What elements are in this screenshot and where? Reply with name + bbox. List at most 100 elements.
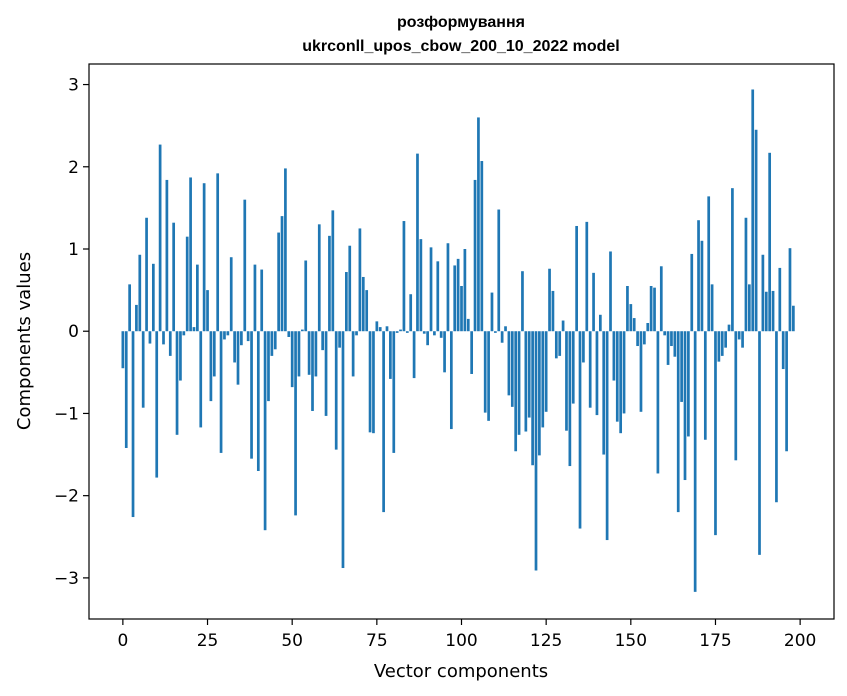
bar <box>788 248 792 332</box>
y-tick-label: 1 <box>68 240 79 260</box>
bar <box>720 331 724 356</box>
bar <box>229 257 233 332</box>
x-tick-label: 100 <box>445 631 477 651</box>
x-tick-label: 75 <box>366 631 388 651</box>
bar <box>504 326 507 332</box>
bar <box>609 251 612 332</box>
bar <box>324 331 328 416</box>
bar <box>483 331 487 413</box>
chart-title: розформування <box>397 14 525 31</box>
bar <box>314 331 318 377</box>
bar <box>365 290 369 332</box>
bar <box>510 331 514 407</box>
bar <box>480 161 484 332</box>
x-tick-label: 200 <box>784 631 816 651</box>
bar <box>389 331 392 379</box>
bar <box>273 331 277 350</box>
bar <box>497 209 501 332</box>
bar <box>412 331 416 379</box>
bar <box>724 331 727 348</box>
y-axis-ticks: −3 −2 −1 0 1 2 3 <box>54 76 89 589</box>
bar <box>494 331 497 333</box>
bar <box>639 331 643 412</box>
x-tick-label: 25 <box>197 631 219 651</box>
bar <box>734 331 738 461</box>
bar <box>287 331 291 337</box>
bar <box>290 331 294 388</box>
bar <box>196 264 199 332</box>
bar <box>368 331 372 433</box>
bar <box>517 331 521 435</box>
bar <box>622 331 626 414</box>
bar <box>351 331 355 377</box>
bar <box>632 318 636 332</box>
bar <box>792 305 795 332</box>
bar <box>233 331 236 363</box>
bar <box>361 276 365 332</box>
bar <box>422 331 426 334</box>
bar <box>375 321 379 332</box>
bar <box>595 331 599 416</box>
x-axis-ticks: 0 25 50 75 100 125 150 175 200 <box>117 619 816 651</box>
bar <box>663 331 667 336</box>
bar <box>202 183 206 332</box>
bar <box>392 331 396 453</box>
bar <box>128 284 131 332</box>
bar <box>256 331 260 471</box>
bar <box>307 331 311 375</box>
bar <box>209 331 213 402</box>
bar <box>436 261 440 332</box>
bar <box>524 331 528 432</box>
bar <box>538 331 541 456</box>
bar <box>683 331 687 481</box>
bar <box>382 331 385 513</box>
x-tick-label: 150 <box>615 631 647 651</box>
bar <box>551 290 555 332</box>
bar <box>121 331 125 369</box>
bar <box>378 327 382 332</box>
bar <box>778 267 782 332</box>
bar <box>473 179 477 332</box>
bar <box>703 331 707 440</box>
bar <box>697 220 700 332</box>
bar <box>771 290 775 332</box>
bar <box>775 331 778 503</box>
bar <box>714 331 717 536</box>
y-axis-label: Components values <box>14 252 35 430</box>
bar <box>155 331 159 478</box>
bar <box>419 239 423 332</box>
bar <box>263 331 267 531</box>
bar <box>246 331 250 342</box>
bar <box>598 314 602 332</box>
bar <box>223 331 226 340</box>
bar <box>747 284 751 332</box>
bar <box>453 265 457 332</box>
bar <box>243 199 247 332</box>
y-tick-label: −1 <box>54 404 79 424</box>
x-tick-label: 125 <box>530 631 562 651</box>
bar <box>124 331 128 448</box>
bar <box>240 331 243 346</box>
bar <box>673 331 677 357</box>
bar <box>781 331 785 370</box>
bar <box>409 294 413 332</box>
bar <box>141 331 145 408</box>
bar <box>507 331 511 396</box>
bar <box>338 331 341 348</box>
bar <box>554 331 558 359</box>
bar <box>433 331 436 336</box>
bar <box>626 286 629 332</box>
bar <box>372 331 375 434</box>
bar <box>561 320 565 332</box>
bar <box>548 268 551 332</box>
bar <box>670 331 673 347</box>
bar <box>565 331 568 431</box>
bar <box>395 331 399 333</box>
bar <box>212 331 216 377</box>
bar <box>260 269 264 332</box>
bar <box>737 331 741 340</box>
y-tick-label: 3 <box>68 76 79 96</box>
bar <box>612 331 616 381</box>
bar <box>456 258 460 332</box>
